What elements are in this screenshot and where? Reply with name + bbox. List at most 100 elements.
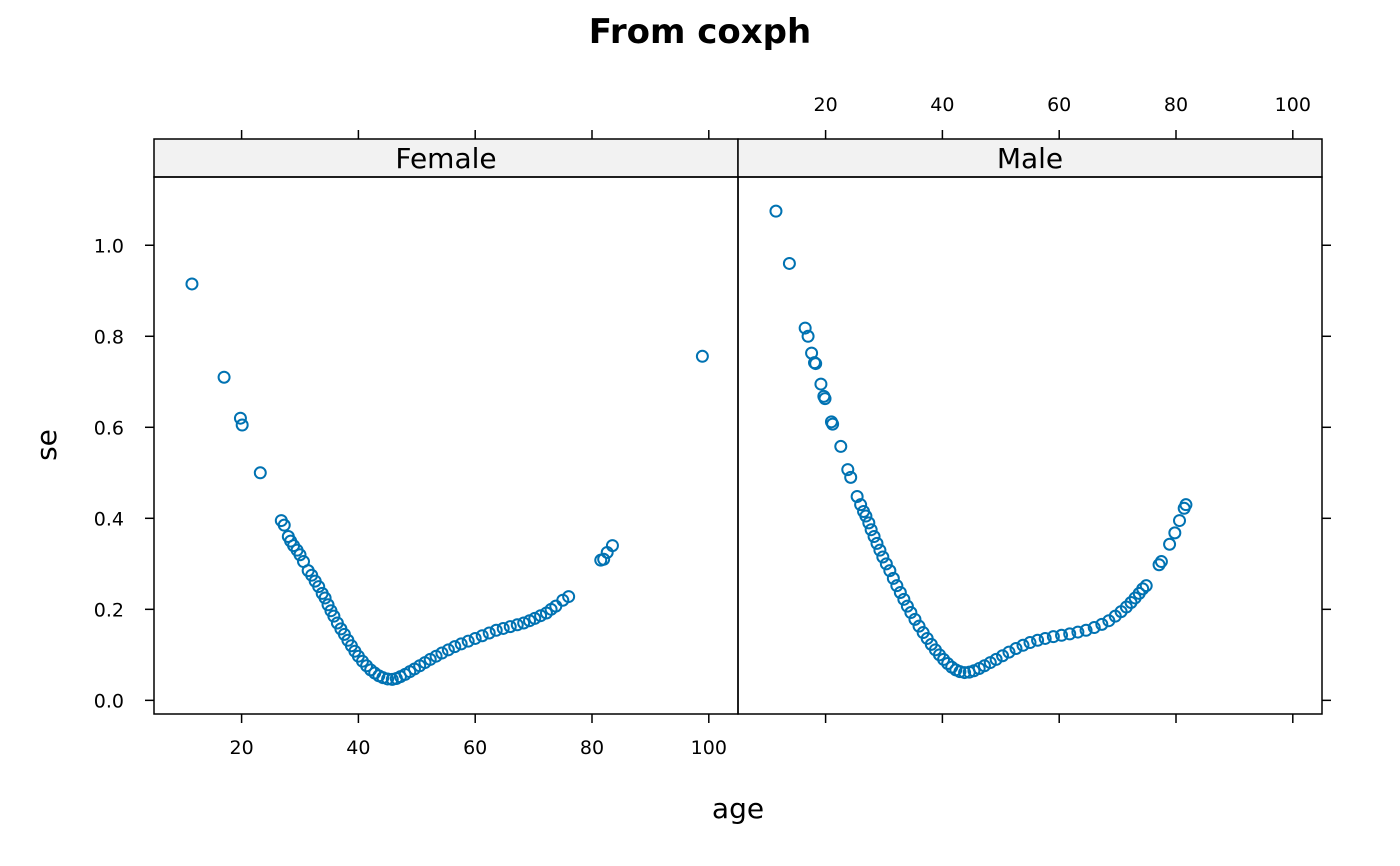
data-point xyxy=(1002,645,1016,659)
strip-label: Female xyxy=(395,142,496,175)
data-point xyxy=(468,631,482,645)
data-point xyxy=(318,591,332,605)
data-point xyxy=(510,618,524,632)
data-point xyxy=(1139,579,1153,593)
data-point xyxy=(782,256,796,270)
data-point xyxy=(597,552,611,566)
x-tick-label: 40 xyxy=(346,737,370,759)
data-point xyxy=(859,509,873,523)
strip-background xyxy=(737,138,1323,178)
data-point xyxy=(989,652,1003,666)
y-axis-title: se xyxy=(30,429,63,461)
data-point xyxy=(850,489,864,503)
data-point xyxy=(900,599,914,613)
data-point xyxy=(475,629,489,643)
data-point xyxy=(454,637,468,651)
data-point xyxy=(876,550,890,564)
x-tick-label: 40 xyxy=(930,94,954,116)
data-point xyxy=(801,329,815,343)
data-point xyxy=(1079,623,1093,637)
y-tick-label: 0.2 xyxy=(94,599,124,621)
x-tick-label: 60 xyxy=(1047,94,1071,116)
data-point xyxy=(826,417,840,431)
strip-label: Male xyxy=(997,142,1063,175)
data-point xyxy=(1063,627,1077,641)
chart-title: From coxph xyxy=(589,12,811,52)
x-tick-label: 100 xyxy=(1275,94,1311,116)
data-point xyxy=(893,585,907,599)
data-point xyxy=(435,646,449,660)
data-point xyxy=(695,349,709,363)
data-point xyxy=(233,411,247,425)
data-point xyxy=(1163,537,1177,551)
data-point xyxy=(814,377,828,391)
data-point xyxy=(496,621,510,635)
data-point xyxy=(834,439,848,453)
data-point xyxy=(277,518,291,532)
x-tick-label: 60 xyxy=(463,737,487,759)
data-point xyxy=(1055,628,1069,642)
data-point xyxy=(1009,641,1023,655)
data-point xyxy=(941,656,955,670)
data-point xyxy=(1095,617,1109,631)
data-point xyxy=(854,498,868,512)
data-point xyxy=(809,357,823,371)
x-tick-label: 20 xyxy=(230,737,254,759)
data-point xyxy=(461,634,475,648)
data-point xyxy=(1023,636,1037,650)
data-point xyxy=(798,321,812,335)
data-point xyxy=(1016,638,1030,652)
data-point xyxy=(1154,555,1168,569)
data-point xyxy=(897,592,911,606)
y-tick-label: 0.6 xyxy=(94,417,124,439)
data-point xyxy=(844,470,858,484)
data-point xyxy=(1087,621,1101,635)
data-point xyxy=(879,557,893,571)
data-point xyxy=(883,564,897,578)
y-tick-label: 0.8 xyxy=(94,326,124,348)
data-point xyxy=(293,548,307,562)
data-point xyxy=(953,665,967,679)
x-tick-label: 100 xyxy=(691,737,727,759)
data-point xyxy=(769,204,783,218)
x-tick-label: 80 xyxy=(1164,94,1188,116)
data-point xyxy=(937,652,951,666)
y-tick-label: 0.4 xyxy=(94,508,124,530)
data-point xyxy=(870,536,884,550)
panel-male: Male 20 40 60 80 100 xyxy=(737,94,1323,723)
data-point xyxy=(1168,526,1182,540)
data-point xyxy=(217,370,231,384)
data-point xyxy=(562,590,576,604)
data-point xyxy=(873,543,887,557)
data-point xyxy=(1038,631,1052,645)
x-tick-label: 80 xyxy=(580,737,604,759)
data-point xyxy=(1136,582,1150,596)
strip-background xyxy=(153,138,739,178)
data-point xyxy=(958,666,972,680)
data-point xyxy=(253,466,267,480)
data-point xyxy=(841,463,855,477)
data-point xyxy=(381,672,395,686)
data-point xyxy=(312,580,326,594)
x-axis-title: age xyxy=(712,792,764,825)
data-point xyxy=(908,612,922,626)
panel-frame xyxy=(737,176,1323,715)
panels-layer: Female 20 40 60 80 100 Male 20 40 60 80 100 0.0 0.2 0.… xyxy=(94,94,1331,759)
data-point xyxy=(1152,558,1166,572)
data-point xyxy=(1071,625,1085,639)
data-point xyxy=(327,609,341,623)
data-point xyxy=(489,623,503,637)
data-point xyxy=(1046,630,1060,644)
data-point xyxy=(185,277,199,291)
data-point xyxy=(441,643,455,657)
data-point xyxy=(1031,633,1045,647)
y-tick-label: 0.0 xyxy=(94,690,124,712)
data-point xyxy=(818,392,832,406)
x-tick-label: 20 xyxy=(814,94,838,116)
data-point xyxy=(517,616,531,630)
data-point xyxy=(886,571,900,585)
data-point xyxy=(482,626,496,640)
data-point xyxy=(864,523,878,537)
data-point xyxy=(912,619,926,633)
